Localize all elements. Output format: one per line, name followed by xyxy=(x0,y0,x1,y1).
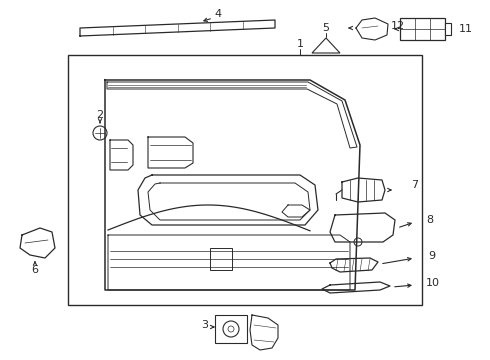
Text: 7: 7 xyxy=(412,180,418,190)
Bar xyxy=(215,315,247,343)
Text: 1: 1 xyxy=(296,39,303,49)
Text: 10: 10 xyxy=(426,278,440,288)
Text: 12: 12 xyxy=(391,21,405,31)
Text: 11: 11 xyxy=(459,24,473,34)
Bar xyxy=(210,248,232,270)
Text: 8: 8 xyxy=(426,215,434,225)
Text: 9: 9 xyxy=(428,251,436,261)
Text: 5: 5 xyxy=(322,23,329,33)
Text: 4: 4 xyxy=(215,9,221,19)
Bar xyxy=(400,18,445,40)
Bar xyxy=(445,23,451,35)
Text: 6: 6 xyxy=(31,265,39,275)
Text: 3: 3 xyxy=(201,320,209,330)
Bar xyxy=(68,55,422,305)
Text: 2: 2 xyxy=(97,110,103,120)
